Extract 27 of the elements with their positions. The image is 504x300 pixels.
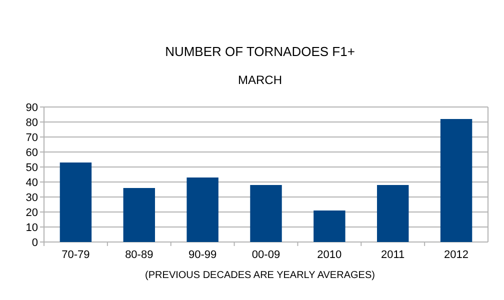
y-tick-label: 80 [26, 116, 38, 129]
x-tick-label: 90-99 [188, 249, 217, 261]
x-tick-label: 2012 [444, 249, 469, 261]
chart-title: NUMBER OF TORNADOES F1+ [165, 44, 355, 59]
text: (PREVIOUS DECADES ARE YEARLY AVERAGES) [145, 270, 375, 281]
y-tick-label: 10 [26, 222, 38, 234]
y-tick-label: 70 [26, 132, 38, 144]
y-tick-label: 30 [26, 192, 38, 204]
x-tick-label: 70-79 [62, 249, 90, 261]
chart-subtitle: MARCH [238, 73, 282, 87]
bar [250, 185, 282, 242]
x-tick-label: 80-89 [125, 249, 154, 261]
y-tick-label: 20 [26, 206, 38, 219]
x-tick-label: 00-09 [252, 249, 280, 261]
bar [314, 210, 346, 242]
x-tick-label: 2011 [381, 249, 405, 261]
bar [377, 185, 409, 242]
y-tick-label: 50 [26, 162, 38, 174]
bar [60, 162, 92, 242]
bar [186, 178, 218, 242]
bar [123, 188, 155, 242]
bar [440, 119, 472, 242]
y-tick-label: 60 [26, 146, 38, 159]
x-tick-label: 2010 [317, 249, 342, 261]
y-tick-label: 90 [26, 102, 38, 114]
y-tick-label: 40 [26, 176, 38, 189]
y-tick-label: 0 [32, 236, 38, 249]
